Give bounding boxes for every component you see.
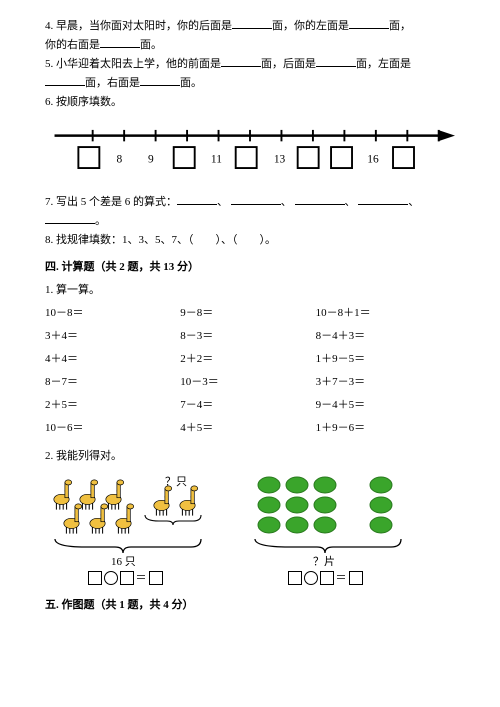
q5-s3: 面，右面是 bbox=[85, 77, 140, 89]
blank[interactable] bbox=[100, 37, 140, 48]
calc-cell: 7－4＝ bbox=[180, 394, 315, 417]
giraffe-problem: ？只 16 只 ＝ bbox=[45, 471, 205, 587]
calc-cell: 8－4＋3＝ bbox=[316, 325, 455, 348]
giraffe-equation: ＝ bbox=[88, 570, 163, 587]
q5-text: 5. 小华迎着太阳去上学，他的前面是 bbox=[45, 58, 221, 70]
question-5: 5. 小华迎着太阳去上学，他的前面是 面，后面是 面，左面是 bbox=[45, 56, 455, 73]
box-input[interactable] bbox=[320, 571, 334, 585]
blank[interactable] bbox=[349, 18, 389, 29]
calc-cell: 10－6＝ bbox=[45, 417, 180, 440]
leaves-equation: ＝ bbox=[288, 570, 363, 587]
box-input[interactable] bbox=[288, 571, 302, 585]
svg-text:8: 8 bbox=[117, 154, 123, 166]
blank[interactable] bbox=[358, 194, 408, 205]
operator-input[interactable] bbox=[104, 571, 118, 585]
box-input[interactable] bbox=[120, 571, 134, 585]
q4-seg2: 面， bbox=[389, 20, 411, 32]
calc-table: 10－8＝9－8＝10－8＋1＝3＋4＝8－3＝8－4＋3＝4＋4＝2＋2＝1＋… bbox=[45, 302, 455, 440]
q8-text: 8. 找规律填数：1、3、5、7、（ ）、（ ）。 bbox=[45, 234, 276, 246]
calc-cell: 3＋7－3＝ bbox=[316, 371, 455, 394]
sec5-title: 五. 作图题（共 1 题，共 4 分） bbox=[45, 599, 194, 611]
leaves-problem: ？片 ＝ bbox=[245, 471, 405, 587]
calc-cell: 9－4＋5＝ bbox=[316, 394, 455, 417]
sep: 、 bbox=[408, 196, 419, 208]
operator-input[interactable] bbox=[304, 571, 318, 585]
calc1-heading: 1. 算一算。 bbox=[45, 282, 455, 299]
box-input[interactable] bbox=[88, 571, 102, 585]
blank[interactable] bbox=[177, 194, 217, 205]
q7-text: 7. 写出 5 个差是 6 的算式： bbox=[45, 196, 177, 208]
q4-text: 4. 早晨，当你面对太阳时，你的后面是 bbox=[45, 20, 232, 32]
number-line: 8 9 11 13 16 bbox=[45, 121, 455, 182]
giraffe-q-label: ？只 bbox=[165, 476, 187, 488]
blank[interactable] bbox=[231, 194, 281, 205]
svg-text:16: 16 bbox=[367, 154, 379, 166]
sep: 、 bbox=[281, 196, 292, 208]
picture-problems: ？只 16 只 ＝ ？片 ＝ bbox=[45, 471, 455, 587]
calc1-h: 1. 算一算。 bbox=[45, 284, 100, 296]
equals: ＝ bbox=[136, 570, 147, 587]
question-7: 7. 写出 5 个差是 6 的算式： 、 、 、 、 bbox=[45, 194, 455, 211]
calc2-heading: 2. 我能列得对。 bbox=[45, 448, 455, 465]
blank[interactable] bbox=[221, 56, 261, 67]
calc-cell: 2＋5＝ bbox=[45, 394, 180, 417]
svg-text:11: 11 bbox=[211, 154, 222, 166]
q4-seg3: 面。 bbox=[140, 39, 162, 51]
calc-cell: 1＋9－6＝ bbox=[316, 417, 455, 440]
giraffe-count-label: 16 只 bbox=[111, 556, 136, 566]
calc2-h: 2. 我能列得对。 bbox=[45, 450, 122, 462]
calc-cell: 9－8＝ bbox=[180, 302, 315, 325]
q6-text: 6. 按顺序填数。 bbox=[45, 96, 122, 108]
q4-l2: 你的右面是 bbox=[45, 39, 100, 51]
calc-cell: 1＋9－5＝ bbox=[316, 348, 455, 371]
q5-s4: 面。 bbox=[180, 77, 202, 89]
leaves-q-label: ？片 bbox=[313, 555, 335, 566]
question-4: 4. 早晨，当你面对太阳时，你的后面是 面，你的左面是 面， bbox=[45, 18, 455, 35]
question-6: 6. 按顺序填数。 bbox=[45, 94, 455, 111]
calc-cell: 8－3＝ bbox=[180, 325, 315, 348]
blank[interactable] bbox=[295, 194, 345, 205]
calc-cell: 10－3＝ bbox=[180, 371, 315, 394]
q7-end: 。 bbox=[95, 215, 106, 227]
blank[interactable] bbox=[316, 56, 356, 67]
question-7-line2: 。 bbox=[45, 213, 455, 230]
calc-cell: 3＋4＝ bbox=[45, 325, 180, 348]
sep: 、 bbox=[217, 196, 228, 208]
equals: ＝ bbox=[336, 570, 347, 587]
q5-s1: 面，后面是 bbox=[261, 58, 316, 70]
blank[interactable] bbox=[232, 18, 272, 29]
blank[interactable] bbox=[140, 75, 180, 86]
question-5-line2: 面，右面是 面。 bbox=[45, 75, 455, 92]
sec4-title: 四. 计算题（共 2 题，共 13 分） bbox=[45, 261, 199, 273]
calc-cell: 4＋5＝ bbox=[180, 417, 315, 440]
calc-cell: 10－8＋1＝ bbox=[316, 302, 455, 325]
calc-cell: 2＋2＝ bbox=[180, 348, 315, 371]
question-4-line2: 你的右面是 面。 bbox=[45, 37, 455, 54]
question-8: 8. 找规律填数：1、3、5、7、（ ）、（ ）。 bbox=[45, 232, 455, 249]
sep: 、 bbox=[345, 196, 356, 208]
q5-s2: 面，左面是 bbox=[356, 58, 411, 70]
blank[interactable] bbox=[45, 213, 95, 224]
box-input[interactable] bbox=[349, 571, 363, 585]
section-5-title: 五. 作图题（共 1 题，共 4 分） bbox=[45, 597, 455, 614]
svg-text:9: 9 bbox=[148, 154, 154, 166]
section-4-title: 四. 计算题（共 2 题，共 13 分） bbox=[45, 259, 455, 276]
calc-cell: 8－7＝ bbox=[45, 371, 180, 394]
box-input[interactable] bbox=[149, 571, 163, 585]
q4-seg1: 面，你的左面是 bbox=[272, 20, 349, 32]
svg-text:13: 13 bbox=[274, 154, 286, 166]
calc-cell: 10－8＝ bbox=[45, 302, 180, 325]
calc-cell: 4＋4＝ bbox=[45, 348, 180, 371]
blank[interactable] bbox=[45, 75, 85, 86]
